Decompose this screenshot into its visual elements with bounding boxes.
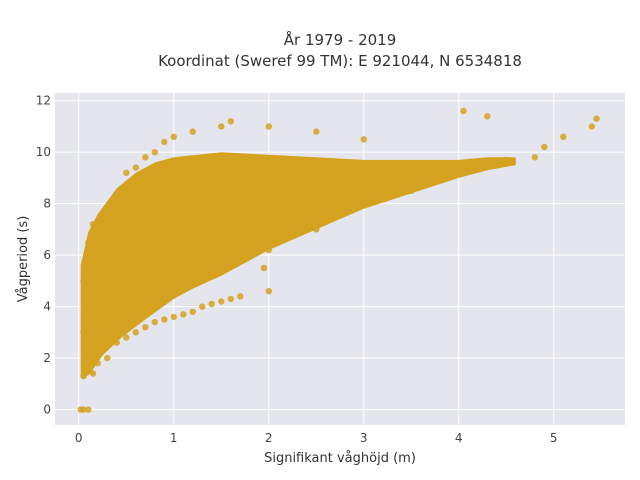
data-point <box>80 406 87 413</box>
x-tick-label: 0 <box>75 431 83 445</box>
y-tick-label: 12 <box>36 94 51 108</box>
chart-title-line-2: Koordinat (Sweref 99 TM): E 921044, N 65… <box>158 52 522 70</box>
data-point <box>180 311 187 318</box>
y-tick-label: 8 <box>43 197 51 211</box>
data-point <box>284 215 291 223</box>
data-point <box>455 167 462 174</box>
data-point <box>123 290 130 297</box>
data-point <box>80 372 87 380</box>
data-point <box>189 128 196 135</box>
data-point <box>85 406 92 413</box>
data-point <box>218 298 225 305</box>
data-point <box>123 334 130 341</box>
data-point <box>208 300 215 308</box>
x-tick-labels: 0 1 2 3 4 5 <box>75 431 558 445</box>
data-point <box>142 324 149 331</box>
data-point <box>379 195 386 202</box>
y-tick-label: 4 <box>43 300 51 314</box>
point-cloud-area <box>80 152 516 379</box>
x-tick-label: 3 <box>360 431 368 445</box>
y-axis-label: Vågperiod (s) <box>16 216 31 303</box>
data-points <box>77 107 600 413</box>
data-point <box>123 277 130 285</box>
data-point <box>588 123 595 130</box>
point-cloud <box>80 152 516 379</box>
data-point <box>104 226 111 233</box>
data-point <box>161 138 168 146</box>
data-point <box>474 161 481 169</box>
data-point <box>151 318 158 326</box>
data-point <box>218 123 225 130</box>
data-point <box>484 113 491 120</box>
data-point <box>170 272 177 279</box>
x-axis-label: Signifikant våghöjd (m) <box>264 451 416 466</box>
data-point <box>560 133 567 140</box>
data-point <box>260 264 268 272</box>
data-point <box>460 107 467 115</box>
x-tick-label: 1 <box>170 431 178 445</box>
data-point <box>113 339 121 346</box>
data-point <box>142 282 149 290</box>
data-point <box>142 154 149 161</box>
data-point <box>132 329 139 336</box>
data-point <box>104 324 111 331</box>
x-tick-label: 2 <box>265 431 273 445</box>
x-tick-label: 4 <box>455 431 463 445</box>
data-point <box>170 313 177 321</box>
x-tick-label: 5 <box>550 431 558 445</box>
data-point <box>85 239 92 246</box>
data-point <box>151 149 158 156</box>
data-point <box>89 370 97 377</box>
data-point <box>341 205 348 212</box>
data-point <box>113 205 121 212</box>
data-point <box>237 293 244 300</box>
data-point <box>94 360 102 367</box>
data-point <box>265 288 272 295</box>
data-point <box>94 251 102 259</box>
data-point <box>123 169 130 176</box>
data-point <box>227 118 234 125</box>
data-point <box>199 303 206 310</box>
data-point <box>161 316 168 323</box>
data-point <box>89 221 97 228</box>
data-point <box>104 354 111 362</box>
data-point <box>593 115 600 122</box>
data-point <box>227 295 234 303</box>
data-point <box>85 264 92 272</box>
y-tick-label: 6 <box>43 248 51 262</box>
data-point <box>531 154 538 161</box>
data-point <box>80 277 87 285</box>
data-point <box>503 156 510 164</box>
data-point <box>132 251 139 259</box>
data-point <box>360 200 367 207</box>
data-point <box>85 316 92 323</box>
data-point <box>170 133 177 140</box>
data-point <box>132 164 139 171</box>
y-tick-label: 2 <box>43 351 51 365</box>
y-tick-label: 0 <box>43 403 51 417</box>
data-point <box>170 213 177 220</box>
y-tick-label: 10 <box>36 145 51 159</box>
data-point <box>436 174 443 182</box>
data-point <box>408 187 415 194</box>
data-point <box>94 334 102 341</box>
chart-title-line-1: År 1979 - 2019 <box>284 30 397 49</box>
data-point <box>85 367 92 375</box>
data-point <box>218 226 225 233</box>
data-point <box>189 308 196 315</box>
data-point <box>246 221 253 228</box>
data-point <box>265 246 272 254</box>
data-point <box>151 226 158 233</box>
data-point <box>265 123 272 130</box>
data-point <box>360 136 367 143</box>
data-point <box>313 226 320 233</box>
data-point <box>541 143 548 151</box>
data-point <box>313 128 320 135</box>
y-tick-labels: 0 2 4 6 8 10 12 <box>36 94 51 417</box>
data-point <box>80 329 87 336</box>
data-point <box>189 251 196 259</box>
